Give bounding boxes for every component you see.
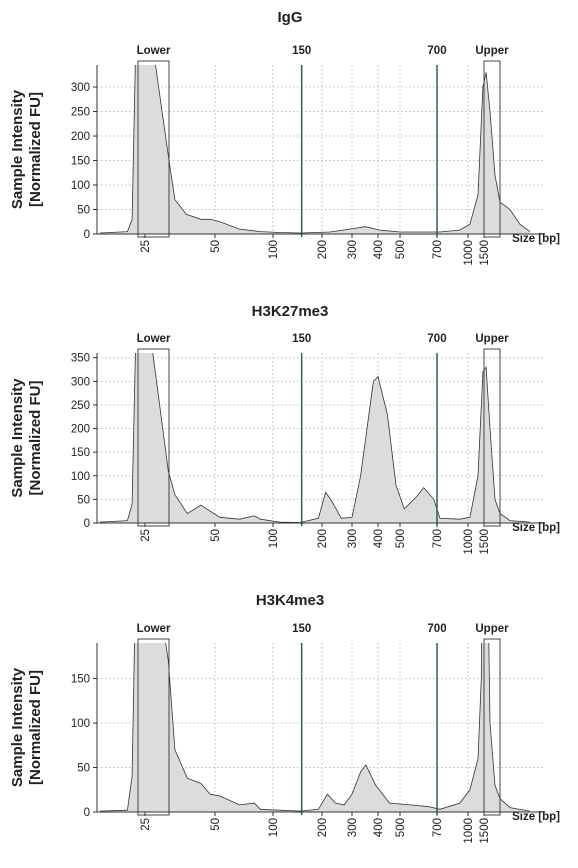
y-tick-label: 350 (71, 353, 90, 365)
y-tick-label: 150 (71, 447, 90, 459)
x-axis-label: Size [bp] (512, 522, 560, 534)
ladder-marker (137, 60, 170, 238)
x-tick-label: 50 (210, 529, 222, 542)
y-tick-label: 50 (77, 494, 90, 506)
y-tick-label: 250 (71, 107, 90, 119)
x-tick-label: 700 (432, 818, 444, 837)
x-tick-label: 25 (140, 818, 152, 831)
y-tick-label: 100 (71, 718, 90, 730)
y-tick-label: 200 (71, 131, 90, 143)
y-axis-label: [Normalized FU] (27, 380, 44, 495)
ladder-marker (483, 348, 501, 527)
y-tick-label: 150 (71, 674, 90, 686)
y-tick-label: 200 (71, 424, 90, 436)
y-axis-label: Sample Intensity (9, 378, 26, 498)
x-axis-label: Size [bp] (512, 233, 560, 245)
trace-area (99, 65, 530, 234)
marker-label: 700 (427, 623, 446, 635)
marker-label: Upper (475, 333, 509, 345)
marker-label: Lower (137, 623, 171, 635)
x-tick-label: 700 (432, 240, 444, 259)
y-axis-label: Sample Intensity (9, 89, 26, 209)
trace-line (99, 643, 530, 812)
y-tick-label: 0 (84, 807, 90, 819)
trace-area (99, 353, 530, 523)
x-tick-label: 100 (268, 240, 280, 259)
marker-label: 150 (292, 45, 311, 57)
x-tick-label: 400 (373, 529, 385, 548)
x-tick-label: 50 (210, 240, 222, 253)
marker-label: 150 (292, 623, 311, 635)
marker-label: Upper (475, 623, 509, 635)
ladder-marker (483, 638, 501, 816)
y-tick-label: 100 (71, 471, 90, 483)
trace-line (99, 353, 530, 523)
y-axis-label: Sample Intensity (9, 667, 26, 787)
marker-label: 150 (292, 333, 311, 345)
marker-label: Lower (137, 45, 171, 57)
x-tick-label: 25 (140, 240, 152, 253)
x-tick-label: 300 (347, 529, 359, 548)
x-tick-label: 200 (317, 818, 329, 837)
x-tick-label: 500 (395, 240, 407, 259)
x-tick-label: 1000 (463, 240, 475, 266)
x-tick-label: 1500 (479, 240, 491, 266)
marker-label: 700 (427, 333, 446, 345)
x-tick-label: 400 (373, 818, 385, 837)
y-tick-label: 300 (71, 82, 90, 94)
x-tick-label: 500 (395, 818, 407, 837)
x-tick-label: 25 (140, 529, 152, 542)
x-tick-label: 400 (373, 240, 385, 259)
x-axis-label: Size [bp] (512, 811, 560, 823)
ladder-marker (137, 348, 170, 527)
trace-line (99, 65, 531, 234)
y-tick-label: 100 (71, 180, 90, 192)
y-tick-label: 0 (84, 518, 90, 530)
chart-title: H3K4me3 (256, 592, 324, 609)
trace-area (99, 643, 530, 812)
marker-label: 700 (427, 45, 446, 57)
ladder-marker (483, 60, 501, 238)
y-tick-label: 150 (71, 156, 90, 168)
x-tick-label: 300 (347, 240, 359, 259)
ladder-marker (137, 638, 170, 816)
x-tick-label: 100 (268, 529, 280, 548)
y-tick-label: 250 (71, 400, 90, 412)
x-tick-label: 700 (432, 529, 444, 548)
y-tick-label: 0 (84, 229, 90, 241)
x-tick-label: 100 (268, 818, 280, 837)
chart-title: H3K27me3 (252, 303, 329, 320)
x-tick-label: 1000 (463, 529, 475, 555)
chart-title: IgG (278, 9, 303, 26)
y-tick-label: 300 (71, 376, 90, 388)
x-tick-label: 200 (317, 529, 329, 548)
y-tick-label: 50 (77, 763, 90, 775)
x-tick-label: 200 (317, 240, 329, 259)
x-tick-label: 1500 (479, 818, 491, 844)
x-tick-label: 300 (347, 818, 359, 837)
x-tick-label: 1500 (479, 529, 491, 555)
y-axis-label: [Normalized FU] (27, 92, 44, 207)
marker-label: Upper (475, 45, 509, 57)
marker-label: Lower (137, 333, 171, 345)
y-tick-label: 50 (77, 205, 90, 217)
x-tick-label: 1000 (463, 818, 475, 844)
y-axis-label: [Normalized FU] (27, 670, 44, 785)
x-tick-label: 50 (210, 818, 222, 831)
x-tick-label: 500 (395, 529, 407, 548)
